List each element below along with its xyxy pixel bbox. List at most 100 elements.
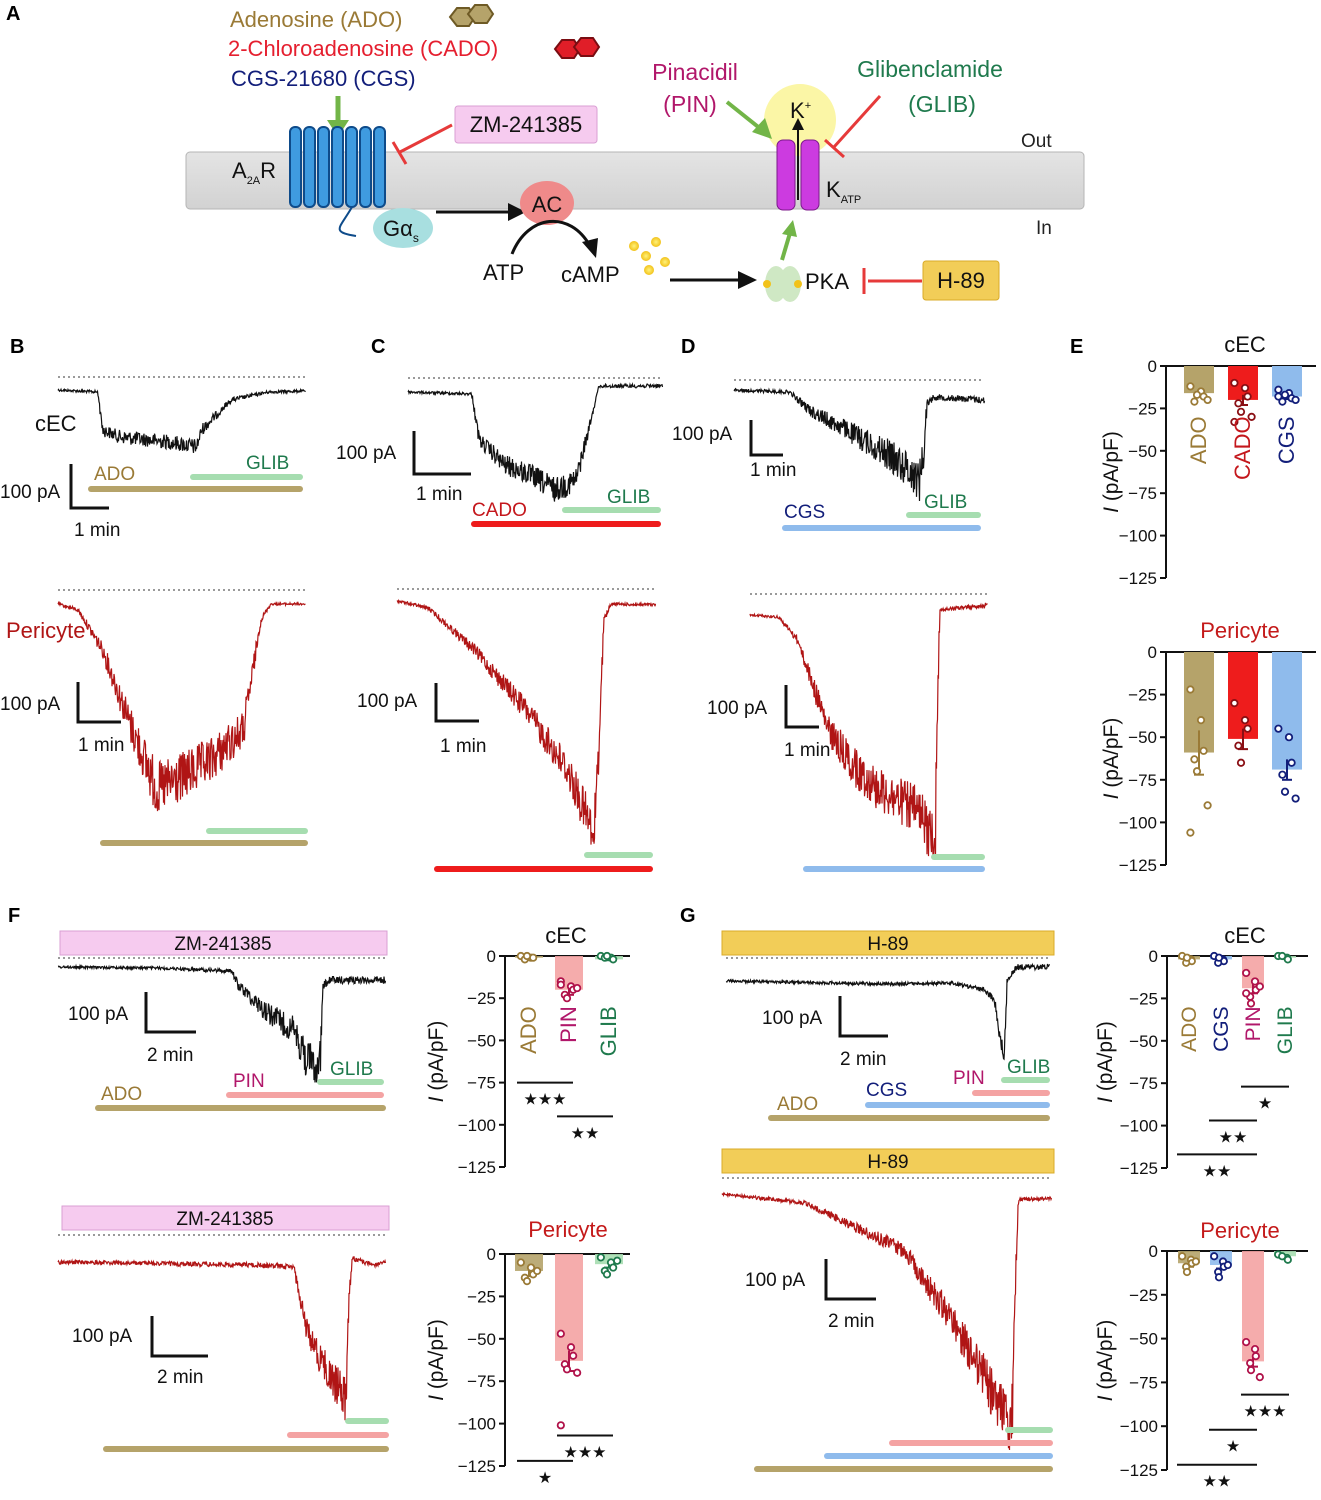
data-point [556, 1421, 565, 1430]
h89-box-label: H-89 [937, 268, 985, 293]
category-label: ADO [1186, 416, 1211, 464]
data-point [1190, 755, 1199, 764]
category-label: CGS [1274, 416, 1299, 464]
f-zm-box-top [59, 930, 388, 956]
cgs-ligand-label: CGS-21680 (CGS) [231, 66, 416, 91]
b-scale-pa: 100 pA [0, 482, 61, 503]
g-scalebar [838, 996, 888, 1038]
f-cec-trace [57, 963, 387, 1083]
camp-label: cAMP [561, 262, 620, 287]
data-point [1246, 1359, 1255, 1368]
bar-pin [1242, 1251, 1264, 1362]
y-tick-label: −25 [1129, 989, 1158, 1008]
category-label: GLIB [596, 1006, 621, 1056]
g-ado-label: ADO [777, 1094, 818, 1115]
pin-arrowhead [752, 118, 772, 139]
pin-abbrev-label: (PIN) [663, 91, 717, 117]
gs-to-ac-arrowhead [508, 203, 526, 221]
d-scalebar [749, 420, 783, 457]
h89-box [922, 260, 1000, 301]
data-point [1214, 1273, 1224, 1282]
camp-molecules-icon [629, 237, 670, 275]
y-axis-label: I (pA/pF) [1094, 1021, 1117, 1103]
f-peri-scalebar [150, 1316, 208, 1358]
category-label: ADO [516, 1006, 541, 1054]
data-point [1210, 1252, 1219, 1261]
in-label: In [1036, 218, 1052, 239]
g-h89-box-top [721, 930, 1055, 956]
data-point [1191, 1257, 1200, 1266]
galpha-s-icon [373, 208, 433, 248]
pka-to-katp-arrow [780, 232, 792, 261]
katp-channel-right [800, 139, 820, 211]
annotations [69, 420, 1053, 1472]
y-axis-label: I (pA/pF) [1094, 1320, 1117, 1402]
data-point [1246, 1366, 1256, 1375]
data-point [1182, 1267, 1192, 1277]
chart-e-cec: cEC 0 −25 −50 −75 −100 −125 I (pA/pF) ADO CADO CGS [1100, 332, 1316, 588]
g-glib-label: GLIB [1007, 1057, 1050, 1078]
f-zm-box-bottom [61, 1205, 390, 1231]
data-point [1242, 1338, 1251, 1347]
glib-inhibit-bar [823, 138, 846, 159]
data-point [1196, 716, 1206, 725]
data-point [1186, 382, 1195, 391]
data-point [1274, 385, 1283, 394]
y-tick-label: −25 [1128, 399, 1157, 418]
b-peri-scale-pa: 100 pA [0, 694, 61, 715]
bar-charts: cEC 0 −25 −50 −75 −100 −125 I (pA/pF) ADO CADO CGS… [425, 332, 1316, 1491]
data-point [1240, 383, 1250, 393]
data-point [1278, 951, 1287, 961]
significance-stars: ★★ [1219, 1130, 1248, 1147]
glib-inhibit-line [832, 94, 882, 149]
y-tick-label: −50 [1129, 1032, 1158, 1051]
data-point [1280, 787, 1290, 796]
data-point [573, 1368, 582, 1377]
data-point [1251, 1352, 1260, 1361]
significance-stars: ★★ [1203, 1163, 1232, 1180]
potassium-cloud [764, 84, 836, 156]
b-peri-scale-time: 1 min [78, 735, 124, 756]
y-tick-label: −75 [1128, 771, 1157, 790]
ado-ligand-label: Adenosine (ADO) [230, 7, 402, 32]
chart-title: cEC [1224, 332, 1266, 357]
y-tick-label: 0 [487, 947, 496, 966]
data-point [1274, 392, 1283, 401]
d-cgs-label: CGS [784, 502, 825, 523]
c-scale-time: 1 min [416, 484, 462, 505]
chart-title: Pericyte [1200, 1218, 1279, 1243]
data-point [522, 951, 532, 961]
panel-letter-g: G [680, 905, 696, 927]
panel-letter-b: B [10, 336, 24, 358]
data-point [522, 1277, 532, 1286]
g-cgs-label: CGS [866, 1080, 907, 1101]
y-tick-label: 0 [487, 1245, 496, 1264]
a2a-receptor-icon [289, 126, 386, 208]
b-pericyte-label: Pericyte [6, 618, 85, 643]
panel-letter-e: E [1070, 336, 1083, 358]
c-pericyte-trace [396, 598, 657, 845]
category-label: CADO [1230, 416, 1255, 480]
f-scale-pa: 100 pA [68, 1004, 129, 1025]
y-tick-label: −100 [1119, 527, 1157, 546]
cell-membrane [185, 151, 1085, 210]
data-point [1192, 767, 1202, 776]
data-point [613, 1256, 622, 1265]
y-axis-label: I (pA/pF) [1100, 718, 1123, 800]
d-pericyte-trace [749, 602, 988, 859]
data-point [609, 1263, 618, 1272]
chart-title: Pericyte [1200, 618, 1279, 643]
category-label: PIN [556, 1006, 581, 1043]
pinacidil-label: Pinacidil [652, 59, 738, 85]
y-tick-label: −75 [1128, 484, 1157, 503]
data-point [1234, 399, 1243, 408]
y-tick-label: −100 [458, 1415, 496, 1434]
significance-stars: ★ [1226, 1439, 1240, 1456]
y-tick-label: −25 [467, 1287, 496, 1306]
y-tick-label: −100 [1120, 1117, 1158, 1136]
data-point [556, 1329, 565, 1338]
data-point [1255, 1373, 1264, 1382]
significance-stars: ★★★ [1243, 1404, 1286, 1421]
